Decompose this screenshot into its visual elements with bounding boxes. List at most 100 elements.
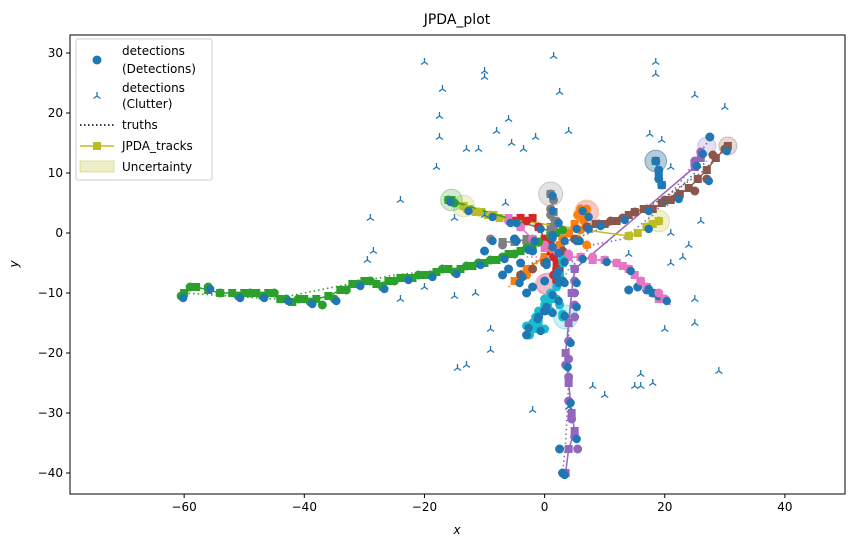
clutter-marker bbox=[450, 292, 459, 300]
detection-point bbox=[572, 224, 581, 234]
detection-point bbox=[704, 176, 714, 186]
y-tick-label: 30 bbox=[48, 46, 63, 60]
track-marker bbox=[360, 277, 369, 285]
track-marker bbox=[420, 271, 429, 279]
detection-point bbox=[446, 197, 455, 207]
clutter-marker bbox=[684, 241, 693, 249]
detection-point bbox=[630, 207, 640, 217]
detection-point bbox=[624, 285, 634, 295]
detection-point bbox=[540, 276, 550, 286]
detection-point bbox=[542, 260, 551, 270]
detection-point bbox=[389, 276, 399, 286]
detection-point bbox=[205, 284, 215, 294]
track-marker bbox=[633, 229, 642, 237]
detection-point bbox=[708, 150, 718, 160]
track-marker bbox=[480, 259, 489, 267]
clutter-marker bbox=[690, 319, 699, 327]
track-marker bbox=[648, 205, 657, 213]
detection-point bbox=[564, 372, 574, 382]
detection-point bbox=[332, 296, 341, 306]
clutter-marker bbox=[531, 133, 540, 141]
detection-point bbox=[474, 207, 484, 217]
detection-point bbox=[437, 264, 447, 274]
track-marker bbox=[432, 268, 441, 276]
detection-point bbox=[510, 249, 520, 259]
detection-point bbox=[498, 270, 508, 280]
track-marker bbox=[228, 289, 237, 297]
detection-point bbox=[698, 149, 708, 159]
detection-point bbox=[506, 218, 515, 228]
detection-point bbox=[560, 236, 569, 246]
clutter-marker bbox=[678, 253, 687, 261]
detection-point bbox=[548, 308, 557, 318]
detection-point bbox=[572, 302, 581, 312]
clutter-marker bbox=[549, 52, 558, 60]
track-marker bbox=[336, 286, 345, 294]
clutter-marker bbox=[528, 406, 537, 414]
detection-point bbox=[293, 294, 303, 304]
y-tick-label: −30 bbox=[38, 406, 63, 420]
detection-point bbox=[624, 231, 634, 241]
detection-point bbox=[516, 258, 526, 268]
track-marker bbox=[612, 217, 621, 225]
detection-point bbox=[567, 414, 577, 424]
clutter-marker bbox=[564, 403, 573, 411]
detection-point bbox=[548, 233, 557, 243]
clutter-marker bbox=[645, 130, 654, 138]
clutter-marker bbox=[588, 382, 597, 390]
detection-point bbox=[573, 444, 583, 454]
x-tick-label: 40 bbox=[777, 500, 792, 514]
clutter-marker bbox=[507, 139, 516, 147]
detection-point bbox=[380, 284, 389, 294]
clutter-marker bbox=[636, 382, 645, 390]
track-marker bbox=[600, 220, 609, 228]
y-tick-label: 0 bbox=[55, 226, 63, 240]
detection-point bbox=[548, 206, 557, 216]
truth-path bbox=[561, 142, 708, 474]
detection-point bbox=[560, 257, 569, 267]
truth-path bbox=[184, 238, 575, 300]
detection-point bbox=[533, 314, 542, 324]
clutter-marker bbox=[480, 73, 489, 81]
detection-point bbox=[662, 296, 671, 306]
detection-point bbox=[644, 206, 653, 216]
detection-point bbox=[536, 326, 545, 336]
track-marker bbox=[252, 289, 261, 297]
clutter-marker bbox=[648, 379, 657, 387]
detection-point bbox=[522, 330, 532, 340]
detection-point bbox=[584, 212, 593, 222]
detection-point bbox=[644, 224, 653, 234]
legend-marker-uncertainty bbox=[79, 160, 115, 173]
clutter-marker bbox=[453, 364, 462, 372]
detection-point bbox=[413, 270, 423, 280]
clutter-marker bbox=[714, 367, 723, 375]
detection-point bbox=[500, 254, 509, 264]
detection-point bbox=[462, 261, 472, 271]
track-marker bbox=[564, 445, 573, 453]
detection-point bbox=[651, 156, 661, 166]
detection-point bbox=[404, 275, 413, 285]
detection-point bbox=[606, 216, 616, 226]
detection-point bbox=[528, 282, 538, 292]
detection-point bbox=[522, 216, 532, 226]
detection-point bbox=[215, 288, 225, 298]
detection-point bbox=[548, 242, 557, 252]
detection-point bbox=[476, 260, 485, 270]
clutter-marker bbox=[624, 250, 633, 258]
clutter-marker bbox=[471, 289, 480, 297]
track-marker bbox=[396, 274, 405, 282]
y-tick-label: 20 bbox=[48, 106, 63, 120]
detection-point bbox=[542, 302, 551, 312]
track-marker bbox=[324, 292, 333, 300]
detection-point bbox=[602, 257, 611, 267]
detection-point bbox=[636, 276, 646, 286]
clutter-marker bbox=[420, 58, 429, 66]
detection-point bbox=[488, 236, 497, 246]
clutter-marker bbox=[486, 346, 495, 354]
detection-point bbox=[554, 296, 563, 306]
clutter-marker bbox=[462, 145, 471, 153]
detection-point bbox=[572, 434, 581, 444]
x-tick-label: 0 bbox=[541, 500, 549, 514]
track-marker bbox=[300, 295, 309, 303]
track-marker bbox=[495, 214, 504, 222]
